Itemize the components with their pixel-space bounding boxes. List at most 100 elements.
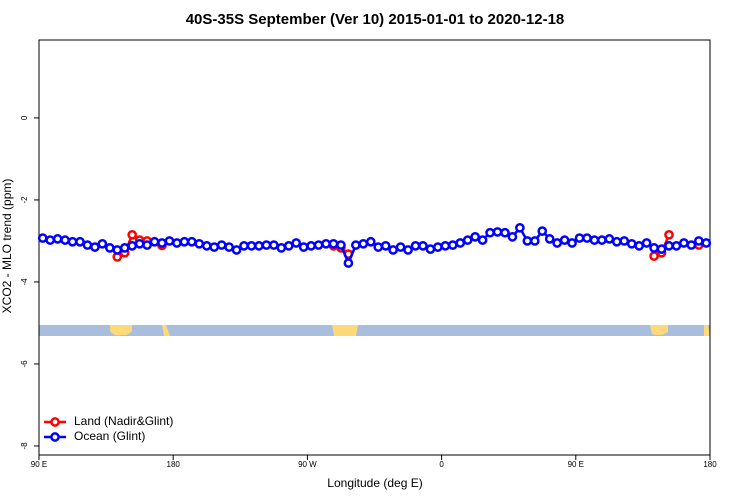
- data-point: [75, 236, 85, 247]
- data-point: [380, 241, 391, 251]
- data-point: [507, 231, 518, 242]
- x-tick-label: 90 E: [568, 460, 584, 469]
- data-point: [60, 235, 70, 245]
- data-point: [97, 238, 108, 249]
- data-point: [447, 240, 458, 250]
- data-point: [119, 243, 130, 253]
- data-point: [395, 242, 406, 252]
- data-point: [552, 238, 563, 248]
- data-point: [604, 234, 615, 244]
- data-point: [201, 241, 212, 251]
- data-point: [134, 238, 145, 249]
- x-tick-label: 90 W: [298, 460, 317, 469]
- data-point: [358, 238, 369, 249]
- x-tick-label: 90 E: [31, 460, 47, 469]
- data-point: [313, 240, 324, 250]
- y-tick-label: -2: [20, 196, 29, 204]
- data-point: [276, 243, 287, 253]
- data-point: [664, 229, 674, 240]
- data-point: [492, 227, 503, 237]
- data-point: [306, 241, 316, 251]
- chart-title: 40S-35S September (Ver 10) 2015-01-01 to…: [186, 11, 565, 28]
- data-point: [589, 235, 600, 245]
- data-point: [254, 241, 264, 251]
- data-point: [679, 238, 689, 248]
- data-point: [418, 241, 428, 251]
- legend-label: Land (Nadir&Glint): [74, 414, 173, 428]
- data-point: [403, 245, 413, 255]
- data-point: [321, 238, 331, 249]
- data-point: [67, 236, 78, 247]
- data-point: [328, 238, 339, 249]
- data-point: [37, 233, 48, 243]
- data-point: [477, 235, 488, 245]
- data-point: [649, 243, 659, 253]
- x-axis-label: Longitude (deg E): [327, 476, 422, 490]
- data-point: [626, 238, 637, 249]
- data-point: [261, 240, 272, 250]
- data-point: [656, 244, 667, 254]
- data-point: [433, 242, 443, 252]
- data-point: [283, 241, 294, 251]
- data-point: [597, 235, 607, 245]
- data-point: [485, 227, 495, 238]
- data-point: [186, 236, 197, 247]
- data-point: [224, 242, 234, 252]
- data-point: [701, 238, 712, 248]
- data-point: [619, 236, 630, 246]
- x-tick-label: 180: [167, 460, 181, 469]
- data-point: [388, 245, 398, 255]
- data-point: [664, 241, 674, 251]
- y-tick-label: -4: [20, 278, 29, 286]
- data-point: [470, 231, 480, 242]
- data-point: [500, 227, 510, 238]
- data-point: [425, 244, 436, 254]
- data-point: [544, 234, 555, 244]
- data-point: [246, 241, 257, 251]
- data-point: [127, 241, 138, 251]
- data-point: [172, 238, 182, 248]
- data-point: [373, 242, 384, 252]
- legend-marker: [50, 432, 60, 442]
- data-point: [559, 235, 570, 245]
- data-point: [693, 236, 704, 246]
- data-point: [149, 236, 160, 247]
- data-point: [343, 258, 354, 268]
- data-point: [216, 240, 227, 250]
- data-point: [455, 238, 466, 248]
- data-point: [142, 240, 152, 250]
- data-point: [52, 234, 63, 244]
- plot-frame: [38, 39, 711, 456]
- data-point: [336, 240, 346, 250]
- x-tick-label: 180: [703, 460, 717, 469]
- x-tick-label: 0: [439, 460, 444, 469]
- data-point: [291, 238, 302, 248]
- land-mask-strip: [39, 325, 710, 336]
- data-point: [522, 236, 533, 246]
- data-point: [90, 242, 100, 252]
- data-point: [574, 233, 585, 243]
- data-point: [179, 236, 190, 247]
- y-axis-label: XCO2 - MLO trend (ppm): [0, 179, 14, 314]
- data-point: [127, 229, 138, 240]
- data-point: [462, 235, 473, 245]
- data-point: [231, 245, 242, 255]
- data-point: [671, 241, 682, 251]
- data-point: [269, 240, 279, 250]
- legend-label: Ocean (Glint): [74, 429, 145, 443]
- data-point: [298, 242, 309, 252]
- data-point: [567, 238, 577, 248]
- data-point: [157, 238, 167, 248]
- data-point: [104, 243, 115, 253]
- data-point: [649, 251, 659, 261]
- data-point: [537, 226, 548, 236]
- data-point: [164, 236, 175, 246]
- data-point: [194, 238, 205, 249]
- data-point: [634, 241, 645, 251]
- data-point: [239, 241, 249, 251]
- data-point: [440, 241, 451, 251]
- data-point: [529, 236, 540, 246]
- data-point: [209, 242, 220, 252]
- legend-marker: [50, 417, 60, 427]
